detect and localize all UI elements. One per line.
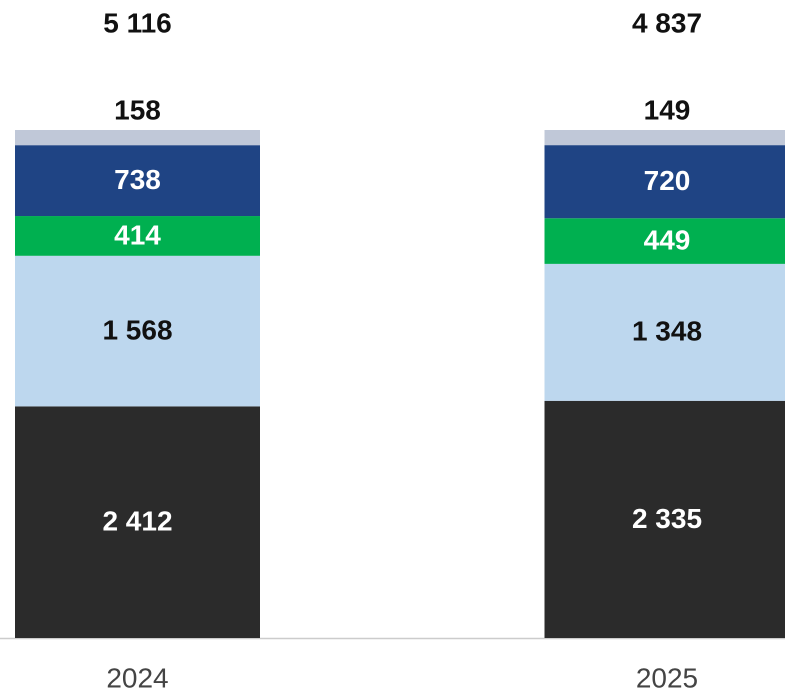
bar-segment [15, 255, 260, 407]
bar-segment [15, 145, 260, 217]
x-tick-label: 2025 [636, 662, 698, 693]
bar-segment [544, 218, 785, 264]
total-label: 5 116 [103, 7, 172, 38]
x-tick-label: 2024 [106, 662, 168, 693]
bar-segment [15, 216, 260, 256]
segment-label: 449 [644, 224, 691, 255]
segment-label: 414 [114, 219, 161, 250]
bar-segment [544, 263, 785, 401]
bar-segment [544, 400, 785, 638]
segment-label: 149 [644, 94, 691, 125]
bar-segment [544, 145, 785, 219]
total-label: 4 837 [632, 7, 702, 38]
segment-label: 1 568 [102, 314, 172, 345]
bar-segment [15, 130, 260, 146]
segment-label: 2 335 [632, 503, 702, 534]
segment-label: 720 [644, 165, 691, 196]
segment-label: 1 348 [632, 316, 702, 347]
bar-segment [15, 406, 260, 638]
segment-label: 2 412 [102, 506, 172, 537]
segment-label: 738 [114, 164, 161, 195]
bar-segment [544, 130, 785, 146]
segment-label: 158 [114, 94, 161, 125]
